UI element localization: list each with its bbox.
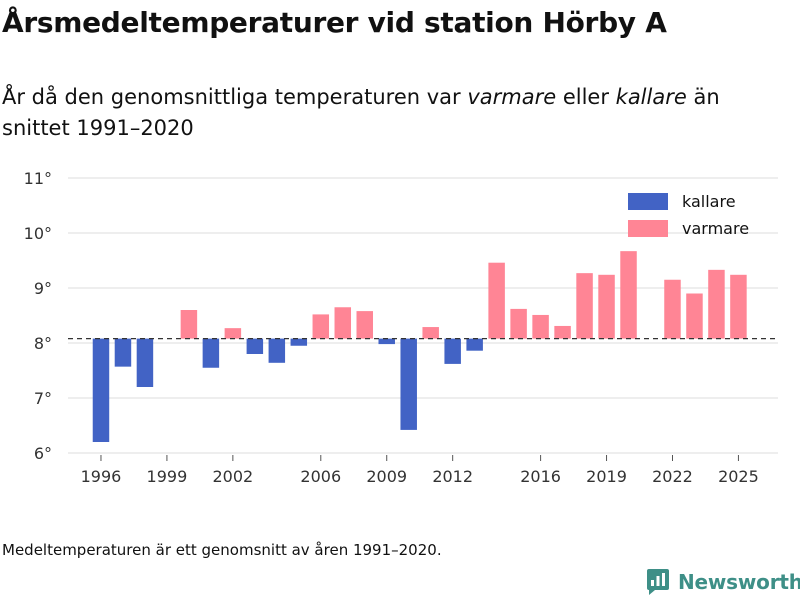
bar-2012 — [444, 338, 461, 364]
subtitle-suffix: än snittet 1991–2020 — [2, 85, 720, 140]
y-tick-label: 7° — [34, 389, 52, 408]
bar-2001 — [202, 338, 220, 368]
chart-subtitle: År då den genomsnittliga temperaturen va… — [2, 82, 792, 144]
subtitle-colder: kallare — [615, 85, 687, 109]
x-tick-label: 2025 — [718, 467, 759, 486]
y-tick-label: 9° — [34, 279, 52, 298]
footnote: Medeltemperaturen är ett genomsnitt av å… — [2, 541, 442, 559]
bar-2024 — [708, 269, 725, 339]
x-tick-label: 2019 — [586, 467, 627, 486]
subtitle-middle: eller — [556, 85, 616, 109]
bar-2019 — [598, 274, 615, 339]
x-tick-label: 2016 — [520, 467, 561, 486]
bar-2009 — [378, 338, 395, 345]
bar-2010 — [400, 338, 417, 430]
brand-name: Newsworthy — [678, 570, 800, 594]
bar-2005 — [290, 338, 308, 346]
bar-2025 — [730, 274, 747, 339]
legend-label-colder: kallare — [682, 192, 736, 211]
bar-2011 — [422, 327, 439, 339]
bar-2017 — [554, 325, 571, 339]
bar-2023 — [686, 293, 703, 339]
subtitle-prefix: År då den genomsnittliga temperaturen va… — [2, 85, 468, 109]
newsworthy-logo-icon — [647, 569, 669, 595]
bar-2007 — [334, 307, 352, 339]
y-tick-label: 10° — [24, 224, 52, 243]
chart-legend: kallare varmare — [628, 188, 749, 242]
x-tick-label: 2012 — [432, 467, 473, 486]
x-tick-label: 2009 — [366, 467, 407, 486]
legend-item-colder: kallare — [628, 188, 749, 215]
x-tick-label: 2022 — [652, 467, 693, 486]
bar-2000 — [180, 310, 198, 339]
bar-2008 — [356, 311, 373, 339]
y-tick-label: 8° — [34, 334, 52, 353]
bar-2022 — [664, 279, 681, 339]
bar-2004 — [268, 338, 286, 363]
bar-1996 — [92, 338, 110, 442]
bar-1998 — [136, 338, 154, 387]
x-tick-label: 2006 — [300, 467, 341, 486]
bar-2016 — [532, 314, 549, 339]
brand: Newsworthy — [646, 568, 800, 596]
bar-2020 — [620, 251, 637, 339]
y-tick-label: 6° — [34, 444, 52, 463]
legend-swatch-warmer — [628, 220, 668, 237]
bar-2018 — [576, 273, 593, 339]
legend-label-warmer: varmare — [682, 219, 750, 238]
bar-2015 — [510, 308, 527, 339]
chart-title: Årsmedeltemperaturer vid station Hörby A — [2, 6, 667, 39]
x-tick-label: 1999 — [147, 467, 188, 486]
y-tick-label: 11° — [24, 169, 52, 188]
x-tick-label: 1996 — [81, 467, 122, 486]
bar-2014 — [488, 262, 505, 339]
bar-1997 — [114, 338, 132, 367]
subtitle-warmer: varmare — [467, 85, 557, 109]
legend-item-warmer: varmare — [628, 215, 749, 242]
bar-2002 — [224, 328, 242, 339]
x-tick-label: 2002 — [213, 467, 254, 486]
bar-2013 — [466, 338, 483, 351]
bar-2003 — [246, 338, 264, 354]
legend-swatch-colder — [628, 193, 668, 210]
bar-2006 — [312, 314, 330, 339]
